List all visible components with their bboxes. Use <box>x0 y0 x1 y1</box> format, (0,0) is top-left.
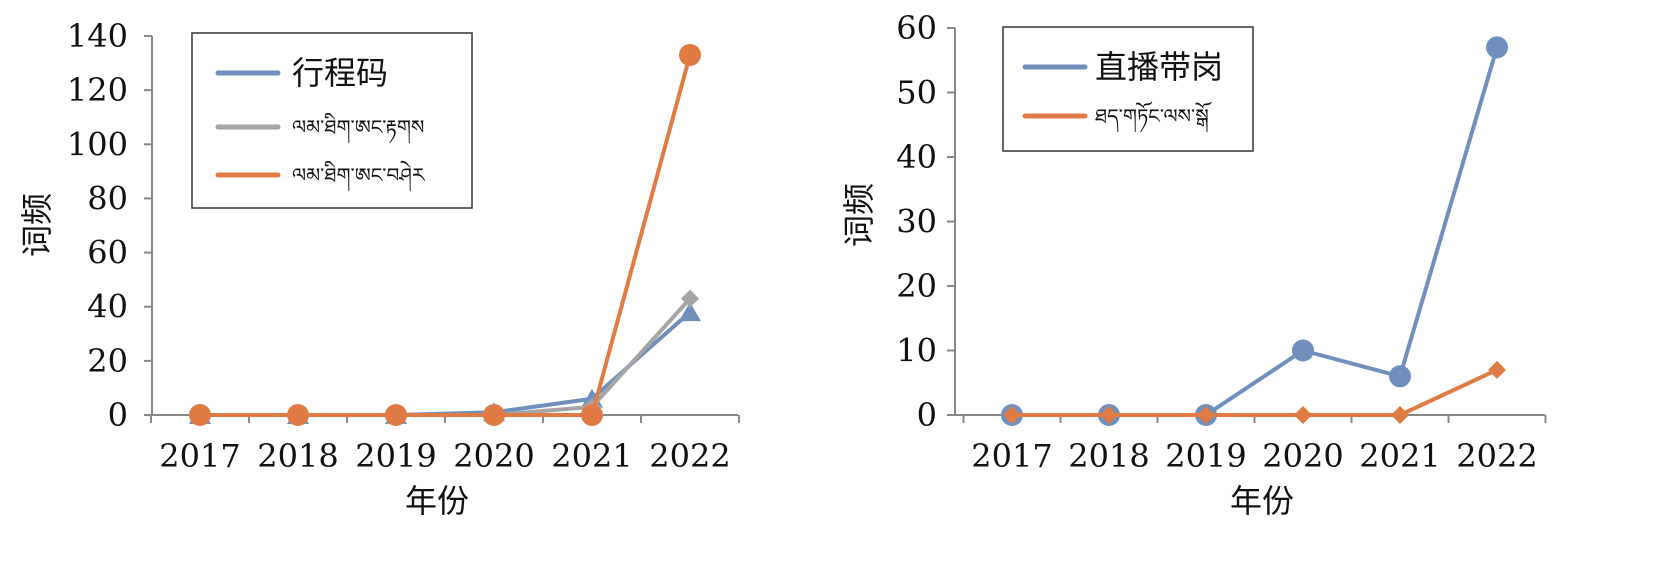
y-tick-label: 60 <box>87 234 128 272</box>
legend-label: ལམ་ཐིག་ཨང་རྟགས <box>292 112 424 144</box>
x-tick-label: 2018 <box>257 437 338 475</box>
data-point <box>1197 406 1215 424</box>
x-tick-label: 2019 <box>355 437 436 475</box>
y-tick-label: 0 <box>917 396 937 434</box>
legend-label: ལམ་ཐིག་ཨང་བཤེར <box>292 160 426 192</box>
data-point <box>1391 406 1409 424</box>
data-point <box>1100 406 1118 424</box>
x-tick-label: 2020 <box>1262 437 1343 475</box>
x-tick-label: 2022 <box>1456 437 1537 475</box>
series-line <box>1012 368 1498 417</box>
y-tick-label: 50 <box>896 74 937 112</box>
data-point <box>189 404 211 426</box>
y-tick-label: 30 <box>896 203 937 241</box>
series-1 <box>191 289 699 424</box>
data-point <box>679 302 701 322</box>
x-axis-title: 年份 <box>405 482 469 520</box>
y-tick-label: 0 <box>108 396 128 434</box>
y-tick-label: 140 <box>67 17 128 55</box>
y-tick-label: 60 <box>896 9 937 47</box>
series-line <box>200 297 692 417</box>
legend-label: ཐད་གཏོང་ལས་སྒོ <box>1095 101 1212 133</box>
y-tick-label: 80 <box>87 179 128 217</box>
legend-box <box>1002 26 1254 152</box>
x-tick-label: 2017 <box>159 437 240 475</box>
series-0 <box>189 302 701 424</box>
y-tick-label: 40 <box>87 288 128 326</box>
series-line <box>200 54 692 417</box>
legend: 直播带岗 ཐད་གཏོང་ལས་སྒོ <box>1002 26 1254 152</box>
data-point <box>1292 339 1314 362</box>
legend: 行程码 ལམ་ཐིག་ཨང་རྟགས ལམ་ཐིག་ཨང་བཤེར <box>191 32 473 209</box>
x-tick-label: 2018 <box>1068 437 1149 475</box>
y-tick-label: 20 <box>87 342 128 380</box>
x-tick-label: 2022 <box>649 437 730 475</box>
series-2 <box>189 43 701 426</box>
x-tick-label: 2021 <box>551 437 632 475</box>
legend-label: 直播带岗 <box>1095 48 1223 86</box>
x-axis-title: 年份 <box>1230 482 1294 520</box>
data-point <box>287 404 309 426</box>
x-tick-label: 2017 <box>971 437 1052 475</box>
x-tick-label: 2019 <box>1165 437 1246 475</box>
legend-label: 行程码 <box>292 54 388 92</box>
data-point <box>1003 406 1021 424</box>
data-point <box>1294 406 1312 424</box>
data-point <box>1486 36 1508 59</box>
y-axis-title: 词频 <box>840 183 878 247</box>
x-tick-label: 2020 <box>453 437 534 475</box>
y-tick-label: 10 <box>896 332 937 370</box>
word-frequency-chart-2: 0 10 20 30 40 50 60 2017 2018 2019 2020 2021 2022 年份 词… <box>840 9 1547 520</box>
data-point <box>581 404 603 426</box>
y-tick-label: 20 <box>896 267 937 305</box>
word-frequency-chart-1: 0 20 40 60 80 100 120 140 2017 2018 2019 2020 2021 20… <box>18 17 740 520</box>
data-point <box>681 289 699 308</box>
data-point <box>1389 365 1411 388</box>
data-point <box>679 43 701 66</box>
legend-box <box>191 32 473 209</box>
data-point <box>483 404 505 426</box>
y-tick-label: 120 <box>67 71 128 109</box>
x-tick-label: 2021 <box>1359 437 1440 475</box>
data-point <box>1488 360 1506 379</box>
y-tick-label: 40 <box>896 138 937 176</box>
y-axis-title: 词频 <box>18 193 56 257</box>
y-tick-label: 100 <box>67 125 128 163</box>
data-point <box>385 404 407 426</box>
series-1 <box>1003 360 1506 424</box>
